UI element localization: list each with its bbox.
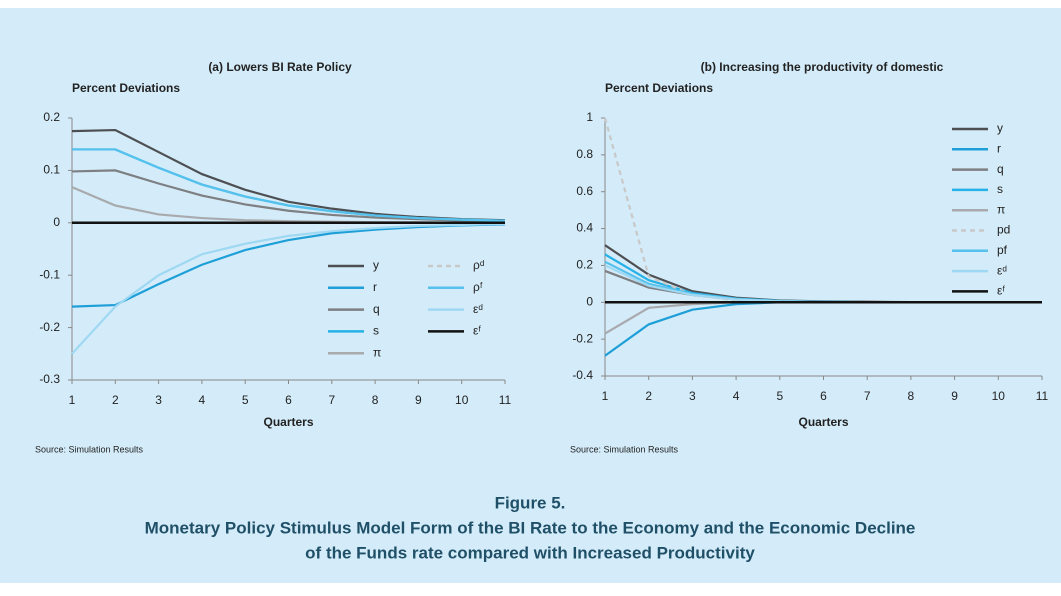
legend-label: q	[997, 162, 1004, 176]
y-tick-label: -0.2	[572, 331, 593, 345]
legend-label: pd	[997, 223, 1010, 237]
x-tick-label: 9	[415, 393, 422, 407]
legend-label: y	[373, 258, 379, 272]
figure-label: Figure 5.	[495, 493, 566, 512]
legend-label: ρᵈ	[473, 258, 485, 272]
x-tick-label: 2	[645, 389, 652, 403]
y-axis-label: Percent Deviations	[72, 81, 180, 95]
legend-label: π	[373, 345, 381, 359]
source-note: Source: Simulation Results	[35, 444, 144, 454]
figure-caption: of the Funds rate compared with Increase…	[305, 543, 755, 562]
background	[0, 8, 1061, 583]
x-tick-label: 3	[689, 389, 696, 403]
chart-title: (b) Increasing the productivity of domes…	[701, 60, 944, 74]
series-line	[72, 148, 506, 222]
y-tick-label: 0	[586, 294, 593, 308]
x-tick-label: 7	[328, 393, 335, 407]
chart-title: (a) Lowers BI Rate Policy	[208, 60, 352, 74]
y-tick-label: 0	[53, 215, 60, 229]
x-tick-label: 6	[285, 393, 292, 407]
x-tick-label: 10	[992, 389, 1006, 403]
x-tick-label: 7	[864, 389, 871, 403]
x-tick-label: 1	[602, 389, 609, 403]
x-tick-label: 8	[372, 393, 379, 407]
legend-label: εᵈ	[473, 302, 483, 316]
legend-label: s	[373, 324, 379, 338]
x-tick-label: 10	[455, 393, 469, 407]
y-tick-label: -0.3	[39, 372, 60, 386]
legend-label: εᵈ	[997, 263, 1007, 277]
y-tick-label: -0.2	[39, 320, 60, 334]
legend-label: q	[373, 302, 380, 316]
x-tick-label: 11	[1036, 389, 1049, 403]
x-tick-label: 11	[499, 393, 512, 407]
y-tick-label: 0.2	[576, 258, 593, 272]
x-tick-label: 5	[242, 393, 249, 407]
legend-label: εᶠ	[997, 284, 1005, 298]
y-tick-label: 0.4	[576, 221, 593, 235]
x-tick-label: 1	[69, 393, 76, 407]
y-tick-label: 1	[586, 110, 593, 124]
x-tick-label: 3	[155, 393, 162, 407]
x-tick-label: 6	[820, 389, 827, 403]
legend-label: εᶠ	[473, 324, 481, 338]
legend-label: y	[997, 121, 1003, 135]
y-tick-label: -0.4	[572, 368, 593, 382]
x-axis-label: Quarters	[263, 415, 313, 429]
y-axis-label: Percent Deviations	[605, 81, 713, 95]
legend-label: π	[997, 202, 1005, 216]
legend-label: s	[997, 182, 1003, 196]
legend-label: r	[997, 141, 1001, 155]
y-tick-label: 0.6	[576, 184, 593, 198]
y-tick-label: -0.1	[39, 267, 60, 281]
x-tick-label: 2	[112, 393, 119, 407]
x-tick-label: 5	[776, 389, 783, 403]
x-tick-label: 4	[733, 389, 740, 403]
y-tick-label: 0.2	[43, 110, 60, 124]
series-line	[71, 222, 506, 355]
y-tick-label: 0.8	[576, 147, 593, 161]
legend-label: r	[373, 280, 377, 294]
x-tick-label: 4	[199, 393, 206, 407]
source-note: Source: Simulation Results	[570, 444, 679, 454]
legend-label: ρᶠ	[473, 280, 483, 294]
x-tick-label: 8	[908, 389, 915, 403]
x-tick-label: 9	[951, 389, 958, 403]
y-tick-label: 0.1	[43, 163, 60, 177]
legend-label: pf	[997, 243, 1008, 257]
x-axis-label: Quarters	[798, 415, 848, 429]
figure-caption: Monetary Policy Stimulus Model Form of t…	[145, 518, 916, 537]
